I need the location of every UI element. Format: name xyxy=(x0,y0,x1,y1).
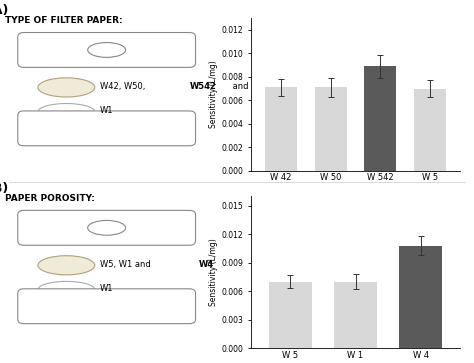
Bar xyxy=(265,87,297,171)
Bar xyxy=(414,89,446,171)
Ellipse shape xyxy=(38,281,95,298)
Text: W1: W1 xyxy=(100,106,113,115)
Ellipse shape xyxy=(38,78,95,97)
Bar xyxy=(269,282,311,348)
Text: W4: W4 xyxy=(199,260,214,269)
Text: W42, W50,: W42, W50, xyxy=(100,82,147,91)
Text: PAPER POROSITY:: PAPER POROSITY: xyxy=(5,194,95,203)
Text: (A): (A) xyxy=(0,4,9,17)
Ellipse shape xyxy=(38,103,95,120)
Y-axis label: Sensitivity (L/mg): Sensitivity (L/mg) xyxy=(209,238,218,306)
FancyBboxPatch shape xyxy=(18,211,196,245)
Text: W542: W542 xyxy=(190,82,217,91)
Bar xyxy=(315,87,347,171)
Text: TYPE OF FILTER PAPER:: TYPE OF FILTER PAPER: xyxy=(5,16,122,25)
Y-axis label: Sensitivity (L/mg): Sensitivity (L/mg) xyxy=(209,61,218,128)
FancyBboxPatch shape xyxy=(18,111,196,146)
Bar xyxy=(400,246,442,348)
Text: (B): (B) xyxy=(0,182,9,195)
Bar xyxy=(364,66,396,171)
FancyBboxPatch shape xyxy=(18,33,196,68)
Ellipse shape xyxy=(38,256,95,275)
Text: W1: W1 xyxy=(100,284,113,293)
Text: W5, W1 and: W5, W1 and xyxy=(100,260,153,269)
Ellipse shape xyxy=(88,220,126,235)
Text: and W5: and W5 xyxy=(230,82,265,91)
Bar xyxy=(334,282,377,348)
FancyBboxPatch shape xyxy=(18,289,196,324)
Ellipse shape xyxy=(88,42,126,57)
